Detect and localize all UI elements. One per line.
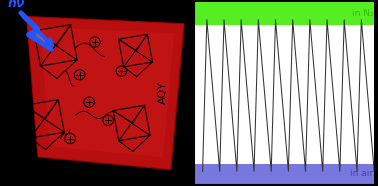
Polygon shape <box>40 27 174 157</box>
Bar <box>194 164 374 184</box>
Text: hν: hν <box>8 0 25 10</box>
Y-axis label: AQY: AQY <box>158 82 168 104</box>
Bar <box>194 2 374 25</box>
Polygon shape <box>26 16 184 170</box>
Text: in air: in air <box>350 169 373 178</box>
Text: in N₂: in N₂ <box>352 9 373 18</box>
Polygon shape <box>21 13 51 49</box>
